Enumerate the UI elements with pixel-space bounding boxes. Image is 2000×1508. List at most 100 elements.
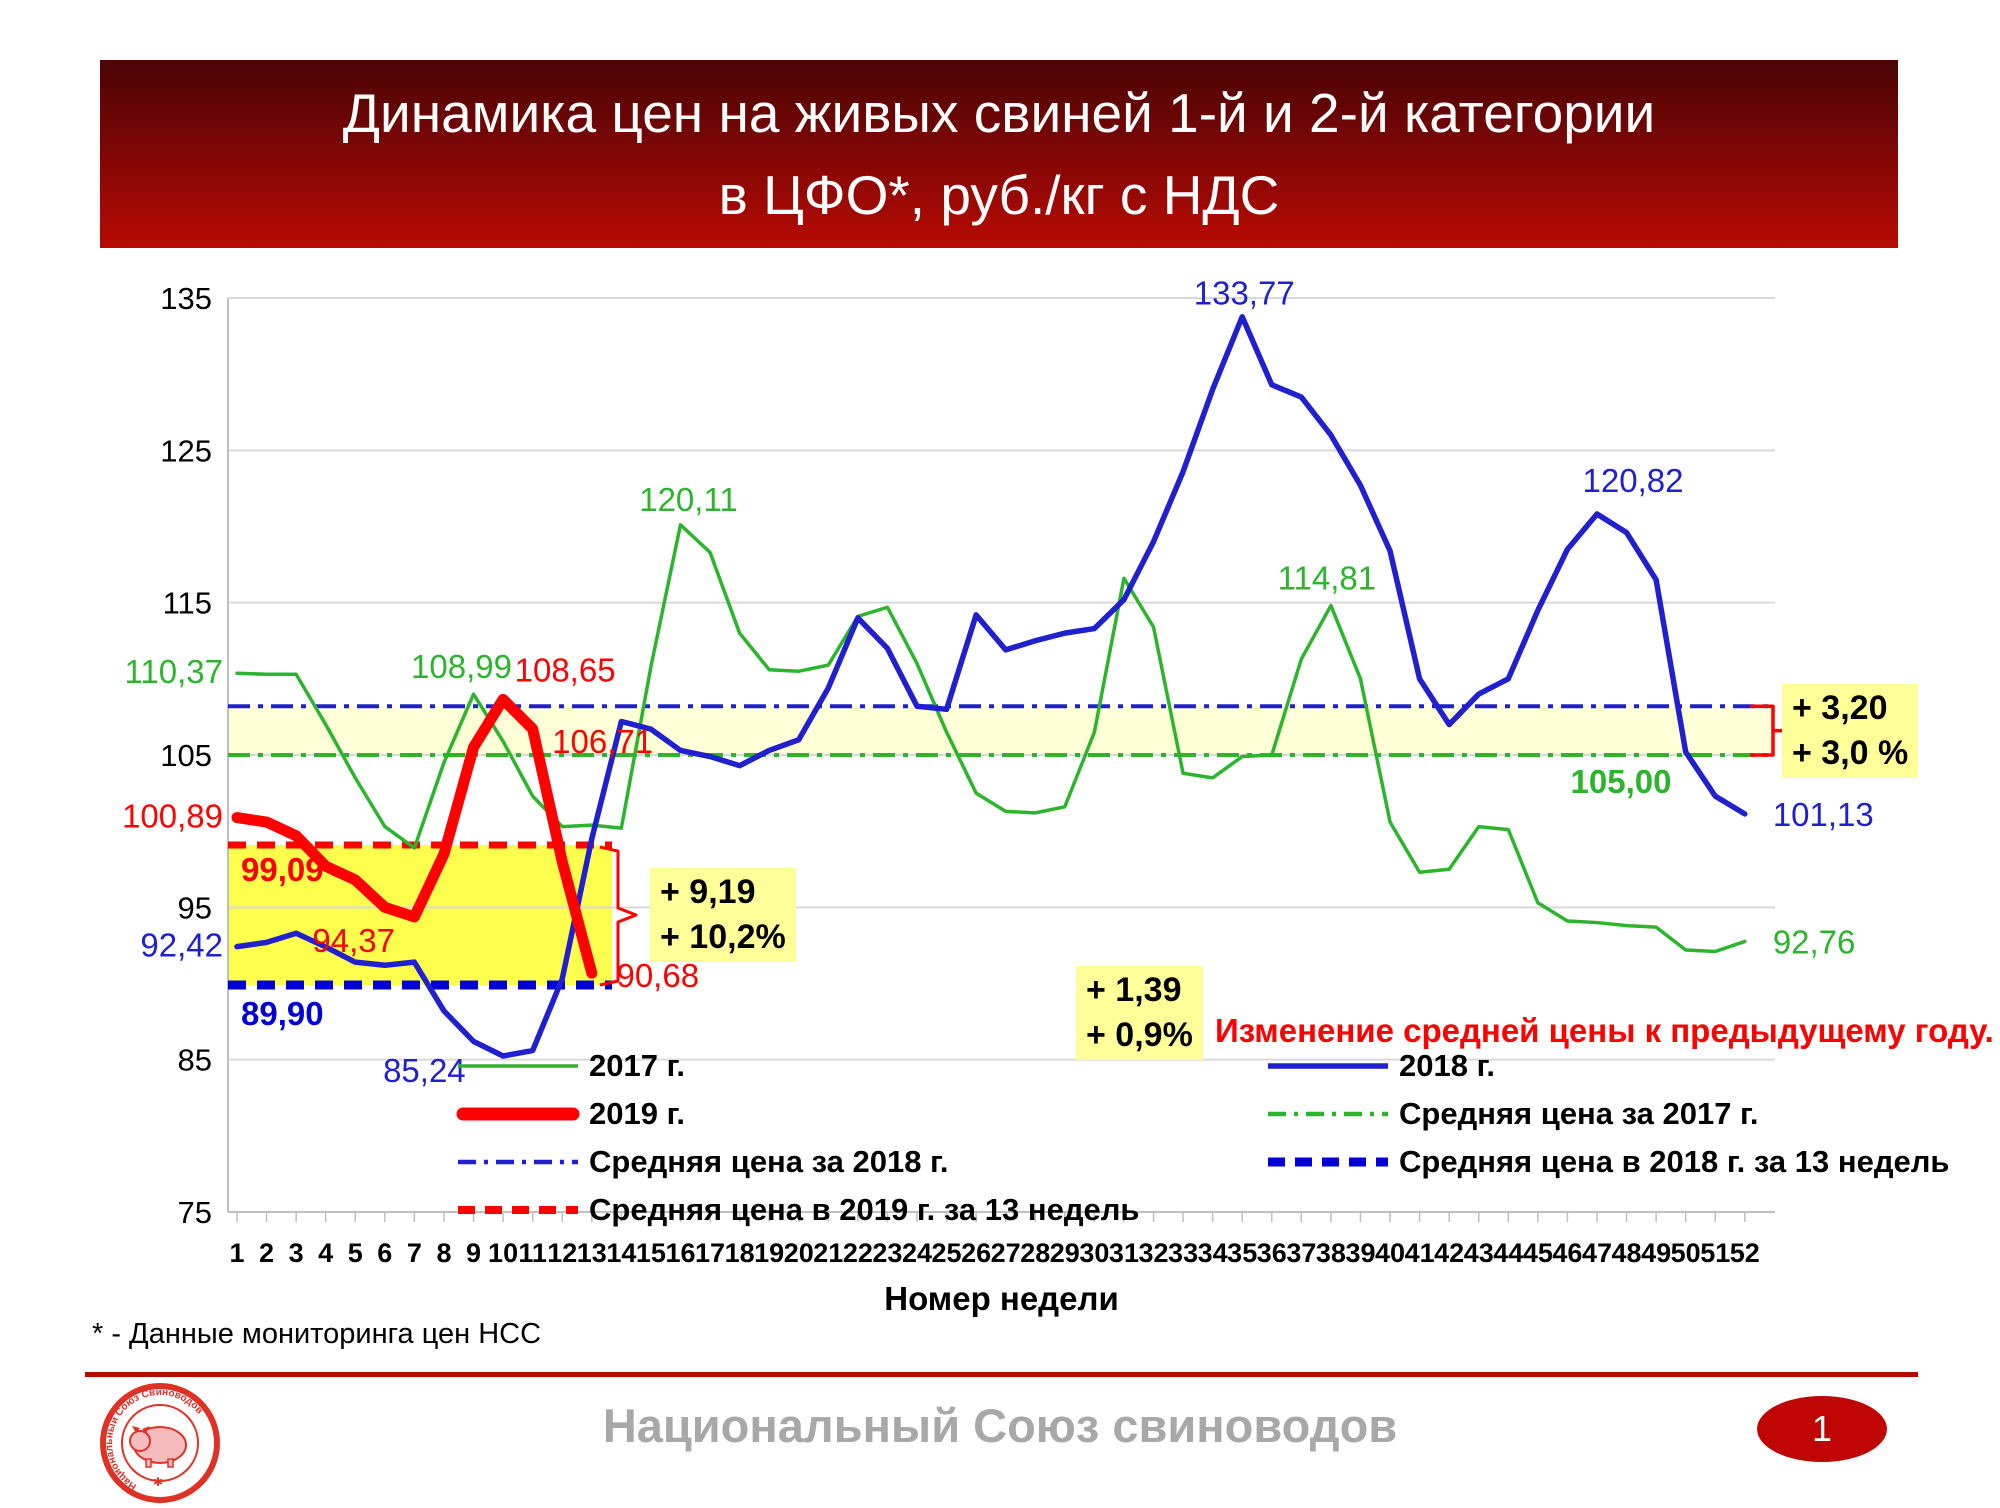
x-tick-label: 1 [229,1238,244,1268]
footnote: * - Данные мониторинга цен НСС [92,1318,542,1350]
annotation-92-42: 92,42 [140,927,223,964]
page-number: 1 [1811,1408,1833,1449]
series-2018 [234,313,1748,1059]
legend-item-avg2018-13w: Средняя цена в 2018 г. за 13 недель [1265,1142,1950,1182]
legend-label-2018: 2018 г. [1399,1048,1495,1083]
x-tick-label: 29 [1050,1238,1080,1268]
nss-logo-icon: Национальный Союз Свиноводов ✱ [100,1383,220,1503]
callout-avgyear-change: + 3,20 + 3,0 % [1782,684,1919,778]
legend-item-2018: 2018 г. [1265,1046,1495,1086]
x-tick-label: 28 [1020,1238,1050,1268]
y-tick-label: 125 [160,433,212,468]
x-tick-label: 27 [991,1238,1021,1268]
x-tick-label: 9 [466,1238,481,1268]
annotation-90-68: 90,68 [616,957,699,994]
x-tick-label: 42 [1434,1238,1464,1268]
annotation-108-65: 108,65 [515,651,616,688]
x-tick-label: 44 [1493,1238,1523,1268]
bracket-13weeks [599,845,638,987]
x-tick-label: 18 [725,1238,755,1268]
x-tick-label: 25 [932,1238,962,1268]
page-number-badge: 1 [1757,1396,1887,1462]
x-tick-label: 30 [1079,1238,1109,1268]
annotation-120-11: 120,11 [639,481,737,518]
annotation-106-71: 106,71 [552,723,653,760]
x-tick-label: 4 [318,1238,333,1268]
annotation-99-09: 99,09 [241,851,324,888]
annotation-120-82: 120,82 [1583,462,1684,499]
legend-swatch-avg2019-13w [458,1206,578,1214]
x-tick-label: 2 [259,1238,274,1268]
callout-prevyear-pct: + 0,9% [1086,1016,1193,1054]
legend-swatch-2017 [458,1064,578,1068]
x-tick-label: 35 [1227,1238,1257,1268]
x-tick-label: 41 [1405,1238,1435,1268]
x-tick-label: 12 [547,1238,577,1268]
nss-logo-asterisk: ✱ [153,1475,163,1489]
x-tick-label: 47 [1582,1238,1612,1268]
x-tick-label: 5 [348,1238,363,1268]
legend-swatch-avg2018-13w [1268,1157,1388,1167]
legend-item-avg2017: Средняя цена за 2017 г. [1265,1094,1758,1134]
x-tick-label: 23 [872,1238,902,1268]
x-tick-label: 6 [377,1238,392,1268]
legend-label-avg2018: Средняя цена за 2018 г. [589,1144,949,1179]
band-full [228,706,1775,755]
annotation-105-00: 105,00 [1571,763,1672,800]
annotation-110-37: 110,37 [125,653,223,690]
callout-prevyear-abs: + 1,39 [1086,971,1182,1009]
callout-avgyear-abs: + 3,20 [1792,689,1888,727]
y-tick-label: 135 [160,281,212,316]
x-tick-label: 20 [784,1238,814,1268]
series-2019 [231,693,598,979]
legend-item-2019: 2019 г. [455,1094,685,1134]
x-tick-label: 40 [1375,1238,1405,1268]
x-tick-label: 34 [1198,1238,1228,1268]
x-tick-label: 10 [488,1238,518,1268]
y-tick-label: 105 [160,738,212,773]
annotation-85-24: 85,24 [383,1052,466,1089]
x-tick-label: 39 [1345,1238,1375,1268]
x-tick-label: 37 [1286,1238,1316,1268]
x-tick-label: 33 [1168,1238,1198,1268]
callout-13weeks-abs: + 9,19 [660,873,756,911]
x-tick-label: 16 [665,1238,695,1268]
x-tick-label: 45 [1523,1238,1553,1268]
annotation-101-13: 101,13 [1773,796,1874,833]
x-tick-label: 52 [1730,1238,1760,1268]
x-tick-label: 8 [436,1238,451,1268]
x-tick-label: 32 [1138,1238,1168,1268]
avg-price-change-note: Изменение средней цены к предыдущему год… [1215,1012,1994,1049]
y-tick-label: 75 [178,1195,212,1230]
x-tick-label: 24 [902,1238,932,1268]
x-tick-label: 43 [1464,1238,1494,1268]
legend-swatch-2018 [1268,1063,1388,1069]
x-tick-label: 31 [1109,1238,1139,1268]
legend-item-avg2018: Средняя цена за 2018 г. [455,1142,948,1182]
callout-13weeks-pct: + 10,2% [660,918,786,956]
x-tick-label: 26 [961,1238,991,1268]
slide-title-band: Динамика цен на живых свиней 1-й и 2-й к… [100,60,1898,248]
annotation-94-37: 94,37 [312,922,395,959]
x-tick-label: 17 [695,1238,725,1268]
legend-label-avg2019-13w: Средняя цена в 2019 г. за 13 недель [589,1192,1140,1227]
legend-label-2019: 2019 г. [589,1096,685,1131]
x-tick-label: 46 [1552,1238,1582,1268]
y-tick-label: 85 [178,1043,212,1078]
x-tick-label: 38 [1316,1238,1346,1268]
annotation-133-77: 133,77 [1194,275,1295,312]
x-tick-label: 50 [1671,1238,1701,1268]
legend-label-avg2017: Средняя цена за 2017 г. [1399,1096,1759,1131]
x-tick-label: 3 [289,1238,304,1268]
x-tick-label: 19 [754,1238,784,1268]
annotation-100-89: 100,89 [122,798,223,835]
x-tick-label: 14 [606,1238,636,1268]
x-tick-label: 51 [1700,1238,1730,1268]
x-tick-label: 49 [1641,1238,1671,1268]
legend-swatch-2019 [456,1107,580,1121]
legend-item-avg2019-13w: Средняя цена в 2019 г. за 13 недель [455,1190,1140,1230]
x-tick-label: 13 [577,1238,607,1268]
annotation-108-99: 108,99 [411,648,512,685]
